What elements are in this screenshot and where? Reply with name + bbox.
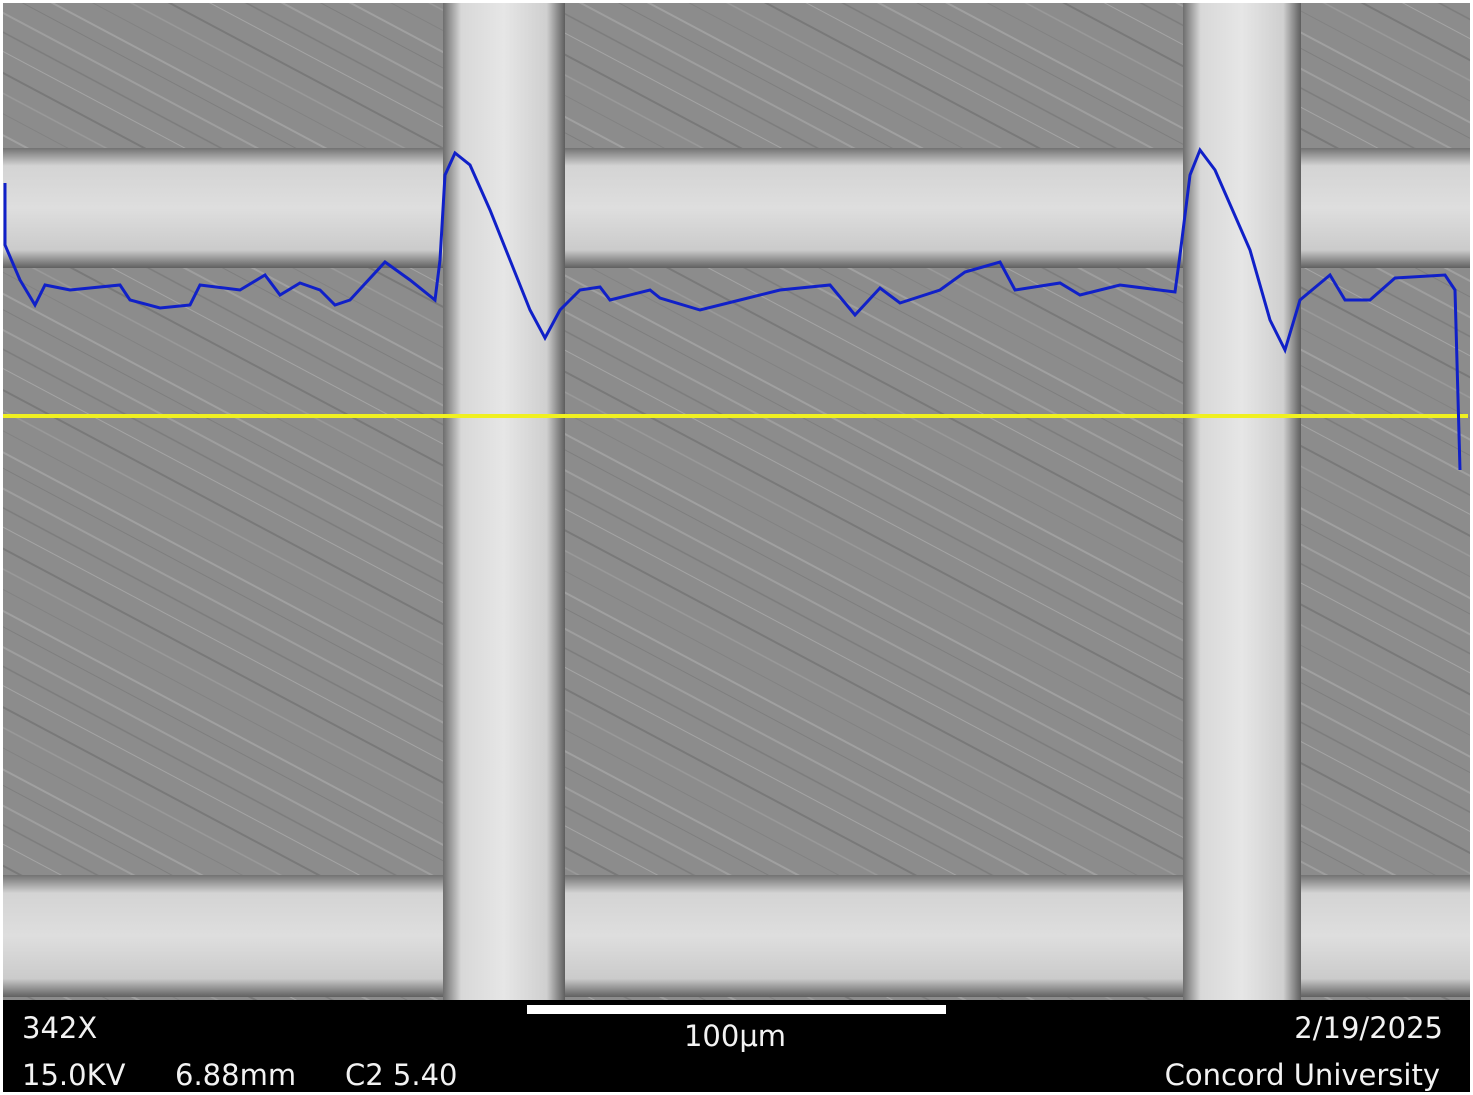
sem-image: 342X 15.0KV 6.88mm C2 5.40 100μm 2/19/20… (0, 0, 1473, 1095)
institution: Concord University (1165, 1058, 1440, 1092)
voltage: 15.0KV (22, 1058, 126, 1092)
working-distance: 6.88mm (175, 1058, 296, 1092)
grid-bar (443, 3, 565, 1000)
magnification: 342X (22, 1011, 97, 1045)
date: 2/19/2025 (1294, 1011, 1443, 1045)
condenser: C2 5.40 (345, 1058, 458, 1092)
scale-label: 100μm (684, 1019, 786, 1053)
page: 342X 15.0KV 6.88mm C2 5.40 100μm 2/19/20… (0, 0, 1473, 1095)
scale-bar (527, 1005, 946, 1014)
